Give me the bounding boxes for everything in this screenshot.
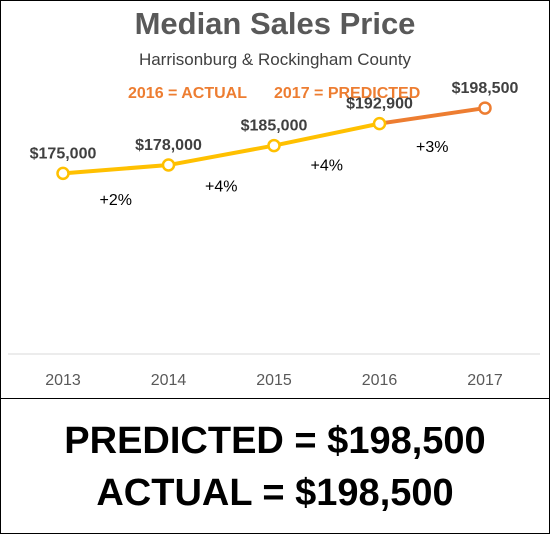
data-label-2015: $185,000	[241, 118, 308, 135]
x-tick-label-2014: 2014	[151, 372, 187, 389]
chart-title: Median Sales Price	[134, 6, 416, 41]
data-point-2017	[478, 101, 492, 115]
x-tick-label-2016: 2016	[362, 372, 398, 389]
data-label-2016: $192,900	[346, 96, 413, 113]
chart-subtitle: Harrisonburg & Rockingham County	[138, 50, 412, 69]
data-point-2014	[161, 158, 176, 172]
headline-predicted: PREDICTED = $198,500	[64, 420, 486, 462]
data-point-2013	[56, 166, 70, 181]
change-label-1: +2%	[100, 192, 132, 209]
legend-actual: 2016 = ACTUAL	[128, 85, 247, 102]
change-label-3: +4%	[311, 158, 343, 175]
x-tick-label-2013: 2013	[45, 372, 81, 389]
data-label-2017: $198,500	[452, 80, 519, 97]
data-point-2015	[267, 138, 281, 153]
line-chart: $175,000 2013 $178,000 2014 $185,000 2015 $192…	[8, 80, 540, 389]
change-label-4: +3%	[416, 139, 448, 156]
data-label-2014: $178,000	[135, 137, 202, 154]
legend-predicted: 2017 = PREDICTED	[274, 85, 421, 102]
x-tick-label-2015: 2015	[256, 372, 292, 389]
series-line-1	[377, 106, 487, 126]
data-label-2013: $175,000	[30, 145, 97, 162]
chart-area	[0, 398, 549, 399]
series-line-0	[61, 121, 382, 176]
x-tick-label-2017: 2017	[467, 372, 503, 389]
data-point-2016	[372, 116, 387, 131]
change-label-2: +4%	[205, 178, 237, 195]
headline-actual: ACTUAL = $198,500	[96, 472, 454, 514]
